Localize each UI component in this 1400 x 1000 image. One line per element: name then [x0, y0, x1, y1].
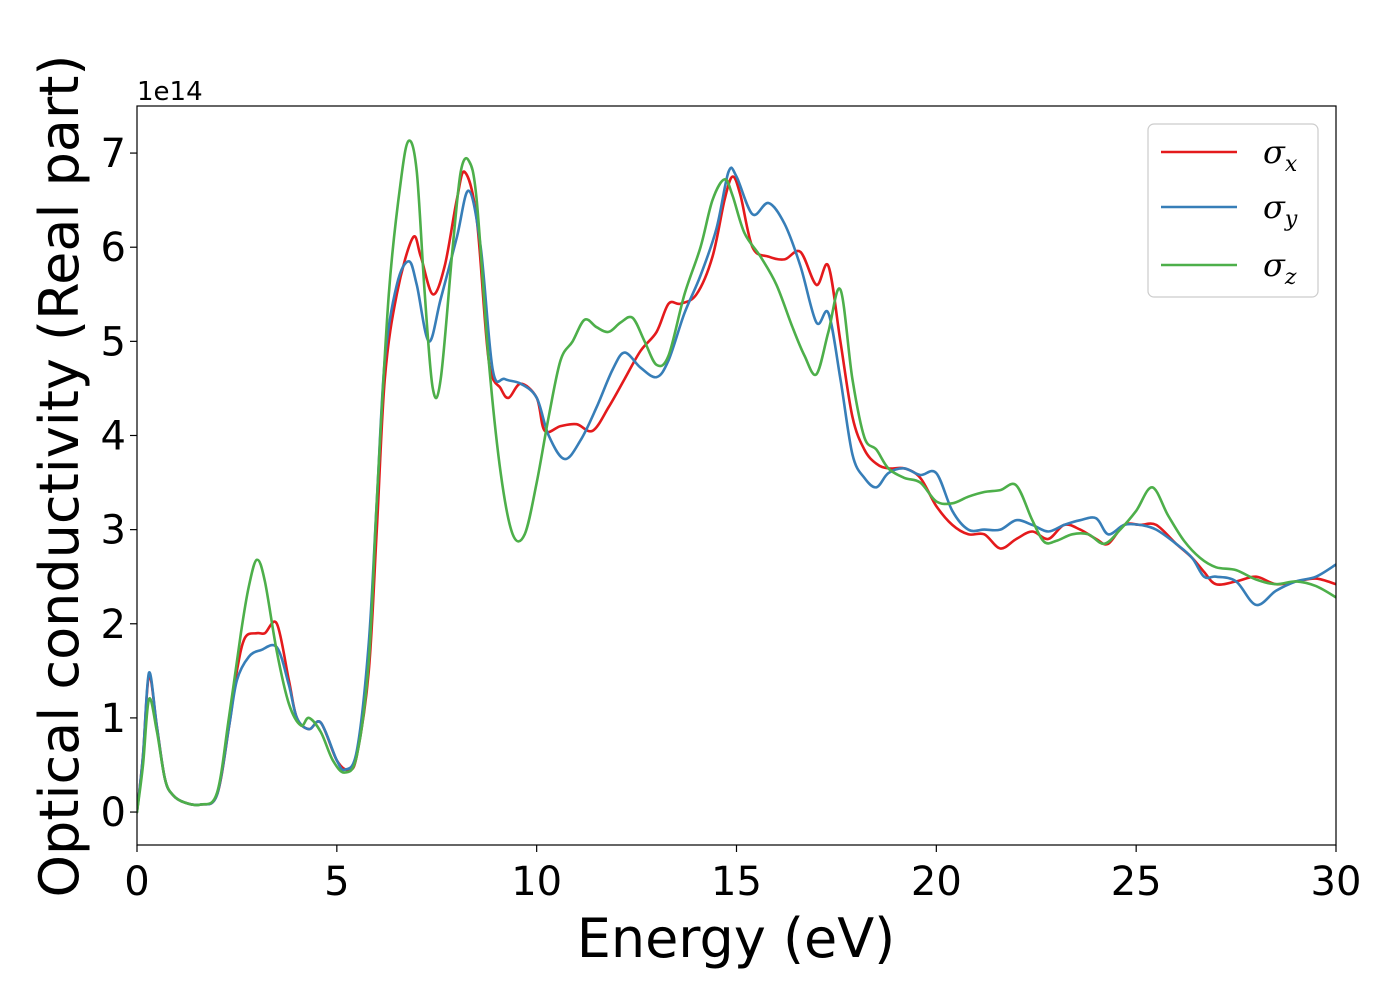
y-tick-label: 3: [101, 508, 126, 554]
y-axis: 0 1 2 3 4 5 6 7: [101, 131, 137, 836]
series-layer: [137, 139, 1336, 814]
y-tick-label: 2: [101, 602, 126, 648]
y-tick-label: 6: [101, 225, 126, 271]
y-tick-label: 7: [101, 131, 126, 177]
y-tick-label: 1: [101, 696, 126, 742]
x-tick-label: 20: [911, 859, 962, 905]
y-offset-label: 1e14: [137, 77, 203, 107]
x-tick-label: 25: [1111, 859, 1162, 905]
y-axis-label: Optical conductivity (Real part): [28, 55, 91, 898]
x-axis-label: Energy (eV): [577, 907, 896, 970]
x-tick-label: 5: [324, 859, 349, 905]
y-tick-label: 0: [101, 790, 126, 836]
y-tick-label: 5: [101, 319, 126, 365]
series-line-y: [137, 166, 1336, 814]
x-tick-label: 0: [124, 859, 149, 905]
x-tick-label: 10: [511, 859, 562, 905]
x-axis: 0 5 10 15 20 25 30: [124, 845, 1361, 905]
x-tick-label: 15: [711, 859, 762, 905]
x-tick-label: 30: [1311, 859, 1362, 905]
y-tick-label: 4: [101, 413, 126, 459]
legend-box: [1147, 123, 1319, 298]
series-line-z: [137, 139, 1336, 814]
